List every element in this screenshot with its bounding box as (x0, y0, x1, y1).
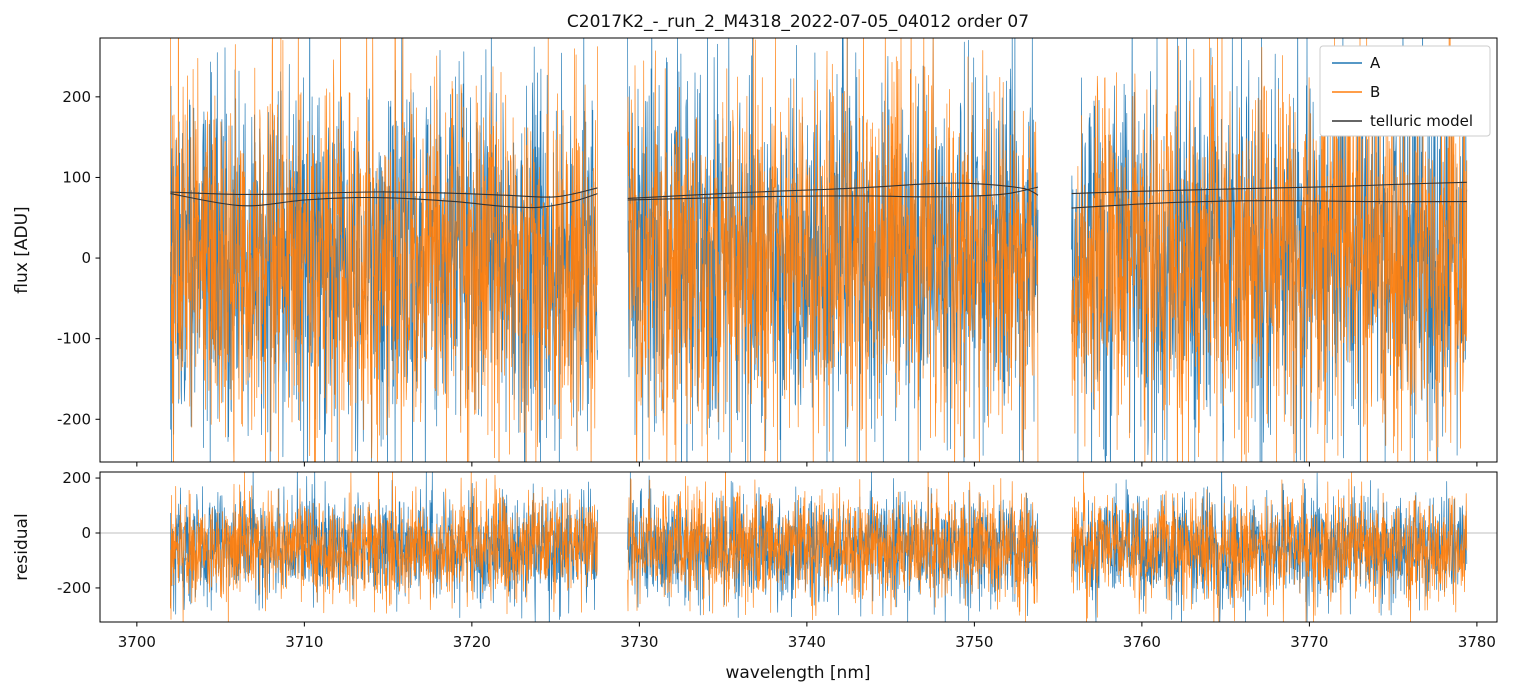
tick-label: 3760 (1123, 633, 1161, 651)
tick-label: -200 (57, 579, 91, 597)
legend-box (1319, 45, 1491, 137)
legend-label-telluric-model: telluric model (1370, 112, 1473, 130)
tick-label: 0 (81, 249, 91, 267)
legend-label-B: B (1370, 83, 1380, 101)
tick-label: 0 (81, 524, 91, 542)
tick-label: 3780 (1458, 633, 1496, 651)
tick-label: 100 (62, 168, 91, 186)
panel-frame (99, 471, 1498, 623)
residual-axis-label: residual (12, 513, 32, 580)
tick-label: -200 (57, 410, 91, 428)
tick-label: -100 (57, 330, 91, 348)
telluric-model-curve-1 (170, 193, 598, 209)
tick-label: 3730 (620, 633, 658, 651)
telluric-model-curve-2 (627, 182, 1039, 199)
wavelength-axis-label: wavelength [nm] (725, 663, 870, 683)
tick-label: 3710 (285, 633, 323, 651)
telluric-model-curve-4 (1071, 181, 1467, 195)
legend: A B telluric model (1319, 45, 1491, 137)
tick-label: 200 (62, 88, 91, 106)
bottom-panel: -200 0 200 3700 3710 3720 3730 3740 3750 3760 3770… (57, 469, 1498, 651)
legend-label-A: A (1370, 54, 1381, 72)
tick-label: 3740 (788, 633, 826, 651)
tick-label: 3770 (1290, 633, 1328, 651)
series-B-path (170, 472, 1468, 622)
chart-title: C2017K2_-_run_2_M4318_2022-07-05_04012 o… (567, 12, 1029, 32)
tick-label: 3750 (955, 633, 993, 651)
tick-label: 3700 (118, 633, 156, 651)
tick-label: 200 (62, 469, 91, 487)
tick-label: 3720 (453, 633, 491, 651)
panel-frame (99, 37, 1498, 463)
telluric-model-curve-0 (170, 187, 598, 198)
telluric-model-curve-3 (627, 186, 1039, 201)
flux-axis-label: flux [ADU] (12, 206, 32, 293)
top-panel: -200 -100 0 100 200 (57, 37, 1498, 467)
series-B-path (170, 38, 1468, 462)
telluric-model-curve-5 (1071, 200, 1467, 209)
